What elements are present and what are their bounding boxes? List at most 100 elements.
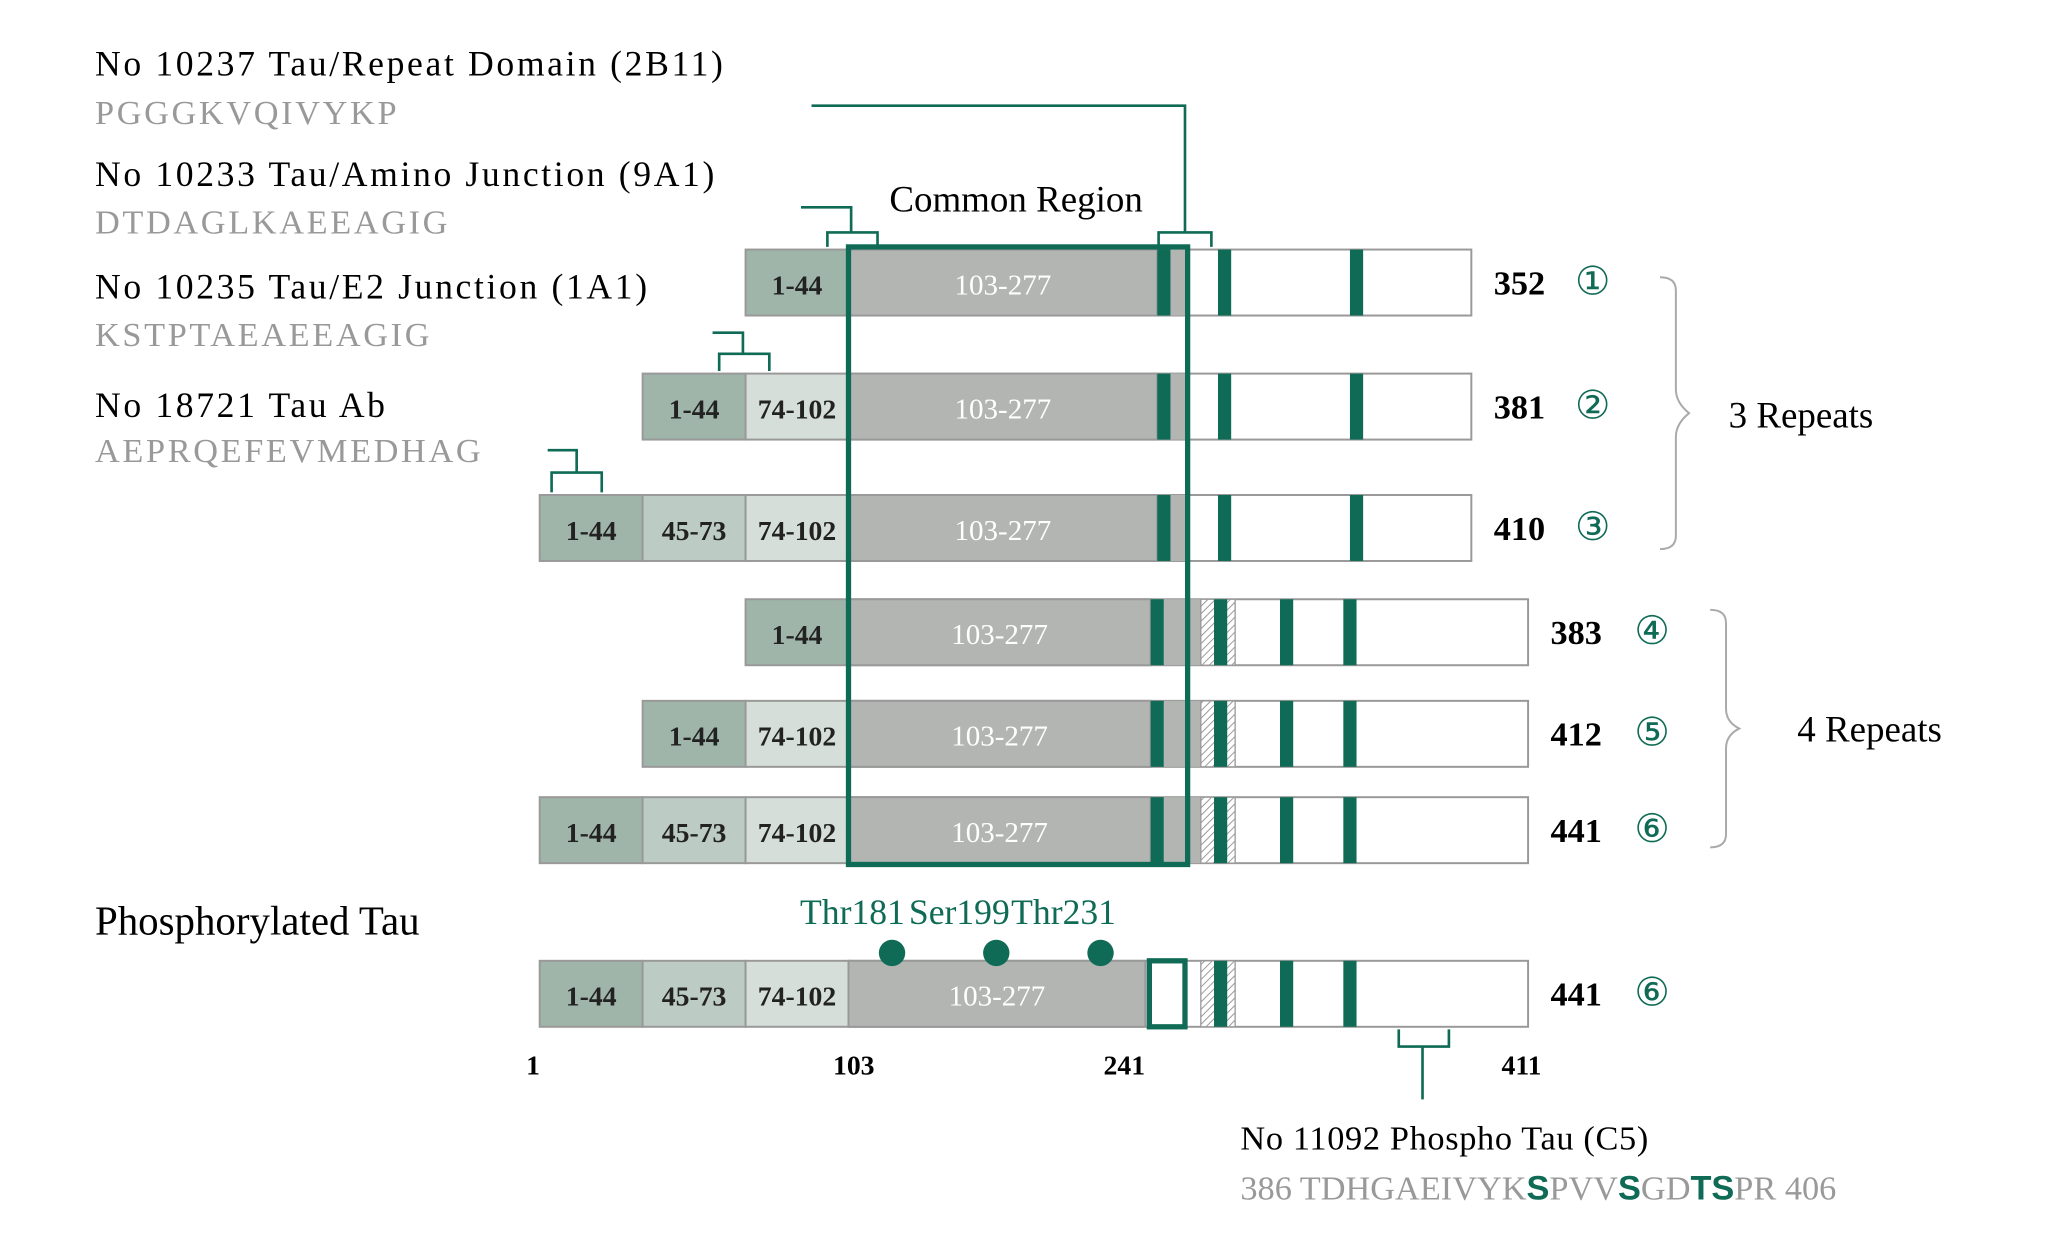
repeat-highlight — [1146, 958, 1188, 1030]
isoform-number: ② — [1575, 383, 1610, 427]
sequence-part: TS — [1690, 1170, 1734, 1208]
isoform-length: 383 — [1551, 614, 1602, 652]
repeat — [1217, 249, 1232, 316]
sequence-part: GD — [1641, 1170, 1691, 1208]
segment-label: 103-277 — [949, 981, 1046, 1013]
sequence-part: 386 TDHGAEIVYK — [1240, 1170, 1526, 1208]
segment-label: 1-44 — [772, 619, 823, 650]
repeat — [1280, 599, 1294, 666]
segment — [744, 248, 850, 317]
repeat — [1150, 700, 1164, 767]
repeat — [1343, 960, 1357, 1027]
antibody-sequence: AEPRQEFEVMEDHAG — [95, 432, 483, 470]
isoform-number: ③ — [1575, 505, 1610, 549]
site-label: Thr181 — [800, 892, 905, 932]
axis-label: 103 — [833, 1049, 875, 1080]
sequence-part: S — [1527, 1170, 1550, 1208]
antibody-sequence: PGGGKVQIVYKP — [95, 94, 399, 132]
segment — [744, 796, 850, 865]
isoform-length: 410 — [1494, 510, 1545, 548]
segment-label: 74-102 — [758, 721, 836, 752]
site-label: Ser199 — [909, 892, 1010, 932]
isoform-number: ④ — [1634, 609, 1669, 653]
segment-label: 1-44 — [566, 981, 617, 1012]
segment-label: 45-73 — [662, 817, 727, 848]
repeat — [1343, 700, 1357, 767]
isoform-length: 412 — [1551, 716, 1602, 754]
antibody-sequence: DTDAGLKAEEAGIG — [95, 204, 450, 242]
segment-label: 103-277 — [955, 515, 1052, 547]
isoforms: 1-44 103-277 352 ① 1-44 74-102 103-277 381 ② 1-44… — [538, 248, 1670, 1030]
repeat — [1217, 495, 1232, 561]
segment — [641, 959, 747, 1028]
group-label: 3 Repeats — [1729, 395, 1874, 436]
segment — [1169, 249, 1188, 316]
repeat — [1217, 373, 1232, 440]
segment-label: 74-102 — [758, 981, 836, 1012]
antibody-sequence: KSTPTAEAEEAGIG — [95, 316, 432, 354]
sequence-part: PR 406 — [1734, 1170, 1836, 1208]
segment — [641, 494, 747, 562]
repeat — [1343, 797, 1357, 864]
segment — [538, 796, 644, 865]
isoform-length: 441 — [1551, 812, 1602, 850]
segment — [641, 699, 747, 768]
segment — [1163, 599, 1201, 666]
repeat — [1343, 599, 1357, 666]
axis-label: 1 — [526, 1049, 540, 1080]
segment-label: 103-277 — [951, 619, 1048, 651]
repeat — [1349, 249, 1364, 316]
antibody-title: No 18721 Tau Ab — [95, 385, 388, 425]
segment-label: 103-277 — [951, 817, 1048, 849]
antibody-title: No 10233 Tau/Amino Junction (9A1) — [95, 154, 717, 194]
segment-label: 74-102 — [758, 515, 836, 546]
phospho-site — [878, 939, 906, 967]
axis-label: 241 — [1104, 1049, 1146, 1080]
repeat — [1150, 599, 1164, 666]
isoform-length: 441 — [1551, 976, 1602, 1014]
phospho-site — [1087, 939, 1114, 967]
segment — [1169, 495, 1188, 561]
isoform-number: ⑥ — [1634, 971, 1669, 1015]
isoform-number: ⑤ — [1634, 711, 1669, 755]
segment-label: 74-102 — [758, 817, 836, 848]
segment — [1169, 373, 1188, 440]
repeat — [1349, 495, 1364, 561]
repeat — [1214, 797, 1228, 864]
segment — [1163, 797, 1201, 864]
sequence-part: PVV — [1549, 1170, 1618, 1208]
isoform-length: 352 — [1494, 264, 1545, 302]
segment-label: 74-102 — [758, 393, 836, 424]
phospho-site — [983, 939, 1010, 967]
segment — [744, 598, 850, 667]
segment — [538, 959, 644, 1028]
common-region-label: Common Region — [889, 178, 1142, 219]
segment-label: 103-277 — [951, 721, 1048, 753]
segment — [847, 699, 1152, 768]
antibody-sequence: 386 TDHGAEIVYKSPVVSGDTSPR 406 — [1240, 1170, 1836, 1208]
repeat — [1214, 599, 1228, 666]
repeat — [1157, 373, 1171, 440]
segment — [744, 372, 850, 441]
segment — [538, 494, 644, 562]
segment-label: 1-44 — [566, 515, 617, 546]
axis-label: 411 — [1501, 1049, 1541, 1080]
antibody-title: No 11092 Phospho Tau (C5) — [1240, 1120, 1649, 1158]
segment-label: 1-44 — [669, 721, 720, 752]
segment — [847, 494, 1159, 562]
segment-label: 1-44 — [669, 393, 720, 424]
repeat — [1280, 960, 1294, 1027]
isoform-number: ⑥ — [1634, 807, 1669, 851]
sequence-part: S — [1618, 1170, 1641, 1208]
segment-label: 1-44 — [772, 269, 823, 300]
segment — [1163, 700, 1201, 767]
phospho-title: Phosphorylated Tau — [95, 898, 420, 943]
repeat — [1280, 700, 1294, 767]
connectors — [547, 104, 1451, 1100]
segment-label: 45-73 — [662, 515, 727, 546]
repeat — [1349, 373, 1364, 440]
repeat — [1157, 495, 1171, 561]
common-region-box — [845, 244, 1191, 868]
segment-label: 103-277 — [955, 269, 1052, 301]
